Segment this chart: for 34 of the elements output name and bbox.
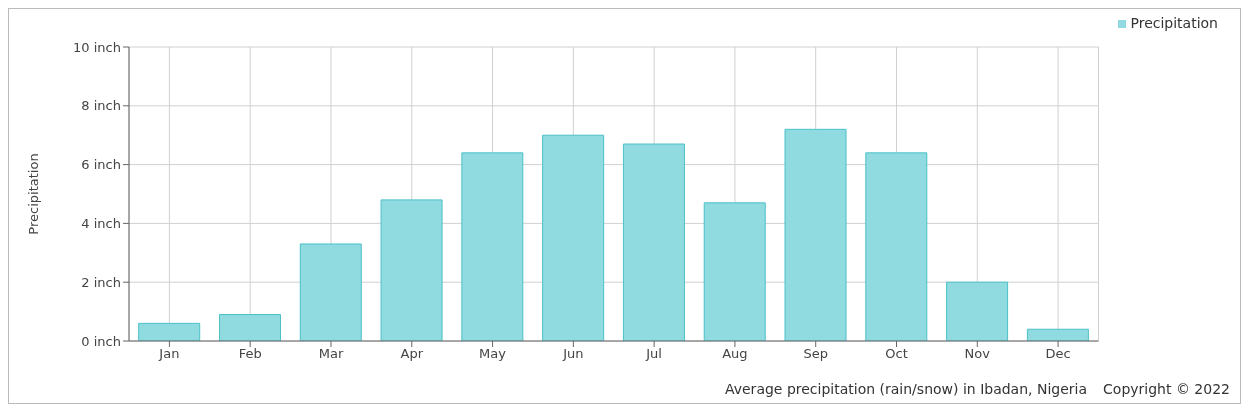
x-tick-label: May xyxy=(479,346,507,362)
x-tick-label: Oct xyxy=(885,346,908,362)
x-tick-label: Jul xyxy=(645,346,662,362)
x-tick-label: Feb xyxy=(238,346,262,362)
x-tick-label: Sep xyxy=(803,346,828,362)
bar xyxy=(461,152,524,341)
x-tick-label: Jun xyxy=(562,346,584,362)
y-tick-label: 4 inch xyxy=(81,216,121,232)
bar xyxy=(946,281,1009,341)
bar xyxy=(865,152,928,341)
y-tick-label: 0 inch xyxy=(81,333,121,349)
bar xyxy=(299,243,362,341)
x-tick-label: Apr xyxy=(400,346,424,362)
legend-label: Precipitation xyxy=(1130,15,1218,31)
bar xyxy=(138,322,201,341)
bar xyxy=(784,128,847,341)
bar xyxy=(703,202,766,341)
y-tick-label: 8 inch xyxy=(81,98,121,114)
x-tick-label: Jan xyxy=(158,346,180,362)
y-tick-label: 2 inch xyxy=(81,274,121,290)
x-tick-label: Mar xyxy=(318,346,344,362)
x-tick-label: Aug xyxy=(722,346,748,362)
bar xyxy=(380,199,443,341)
x-tick-label: Nov xyxy=(964,346,991,362)
bar xyxy=(622,143,685,341)
y-tick-label: 10 inch xyxy=(73,39,121,55)
y-axis-title: Precipitation xyxy=(25,153,41,235)
text: Average precipitation (rain/snow) in Ibadan, Nigeria xyxy=(724,381,1088,397)
bar xyxy=(1026,328,1089,341)
y-tick-label: 6 inch xyxy=(81,157,121,173)
x-tick-label: Dec xyxy=(1045,346,1071,362)
bar xyxy=(542,134,605,341)
text: Copyright © 2022 xyxy=(1103,381,1230,397)
bar xyxy=(218,314,281,341)
